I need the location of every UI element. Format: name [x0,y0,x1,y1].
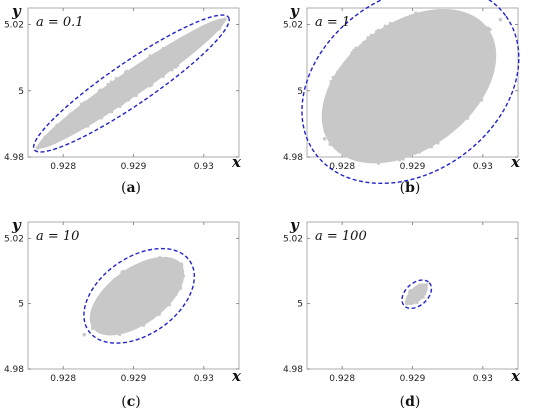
y-tick-label: 5.02 [283,21,303,31]
panel-c: 0.928 0.929 0.93 4.98 5 5.02 a = 10 x y (c) [4,216,242,410]
parameter-label: a = 1 [315,15,350,30]
confidence-ellipse [83,247,196,344]
panel-d: 0.928 0.929 0.93 4.98 5 5.02 a = 100 x y (d) [283,216,521,410]
x-tick-label: 0.928 [50,374,76,384]
y-tick-label: 5 [297,300,303,310]
confidence-ellipse [401,279,433,310]
y-tick-label: 4.98 [283,153,303,163]
x-tick-label: 0.928 [329,162,355,172]
y-tick-label: 4.98 [4,365,24,375]
scatter-cloud [321,8,497,164]
y-tick-label: 5 [18,87,24,97]
subfigure-caption: (b) [400,180,421,196]
x-tick-label: 0.93 [194,162,214,172]
y-tick-label: 5.02 [283,234,303,244]
parameter-label: a = 10 [36,229,79,244]
y-axis-label: y [11,216,22,234]
x-axis-label: x [510,367,521,385]
subfigure-caption: (a) [121,180,141,196]
subfigure-caption: (c) [121,394,140,410]
y-axis-label: y [289,216,300,234]
panel-a: 0.928 0.929 0.93 4.98 5 5.02 a = 0.1 x y (a) [4,2,242,196]
y-axis-label: y [289,2,300,20]
x-tick-label: 0.929 [400,374,426,384]
x-tick-label: 0.93 [473,162,493,172]
x-tick-label: 0.928 [329,374,355,384]
panel-b: 0.928 0.929 0.93 4.98 5 5.02 a = 1 x y (b) [283,0,521,196]
x-axis-label: x [231,153,242,171]
x-tick-label: 0.928 [50,162,76,172]
subfigure-caption: (d) [400,394,421,410]
parameter-label: a = 100 [315,229,367,244]
scatter-point [498,17,503,22]
x-axis-label: x [231,367,242,385]
parameter-label: a = 0.1 [36,15,84,30]
y-axis-label: y [11,2,22,20]
x-tick-label: 0.929 [121,374,147,384]
x-axis-label: x [510,153,521,171]
y-tick-label: 5 [18,300,24,310]
y-tick-label: 5.02 [4,234,24,244]
confidence-ellipse [32,14,230,153]
y-tick-label: 4.98 [283,365,303,375]
scatter-cloud [89,256,185,336]
x-tick-label: 0.93 [473,374,493,384]
y-tick-label: 4.98 [4,153,24,163]
y-tick-label: 5.02 [4,21,24,31]
scatter-cloud [37,18,226,149]
x-tick-label: 0.929 [400,162,426,172]
x-tick-label: 0.929 [121,162,147,172]
scatter-point [82,332,87,337]
x-tick-label: 0.93 [194,374,214,384]
scatter-cloud [405,283,428,305]
y-tick-label: 5 [297,87,303,97]
scatter-point [488,27,492,32]
scatter-point [322,136,327,141]
